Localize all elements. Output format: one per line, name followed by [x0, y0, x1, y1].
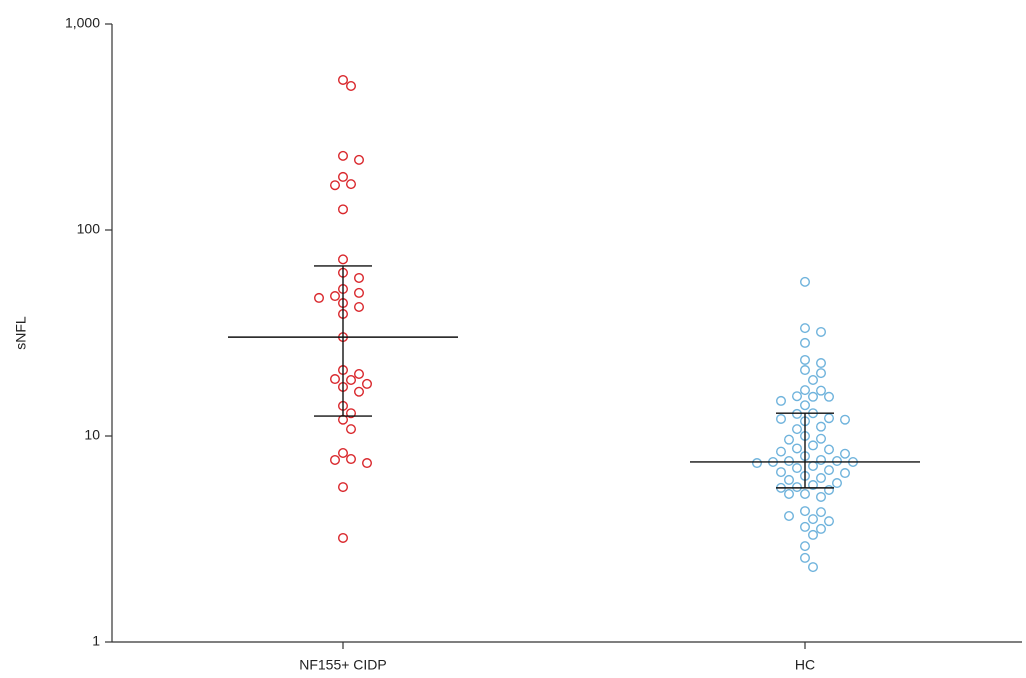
data-point: [800, 385, 811, 396]
data-point: [816, 421, 827, 432]
data-point: [346, 179, 357, 190]
data-point: [800, 323, 811, 334]
data-point: [362, 378, 373, 389]
data-point: [330, 180, 341, 191]
data-point: [784, 488, 795, 499]
data-point: [314, 292, 325, 303]
data-point: [808, 461, 819, 472]
data-point: [330, 291, 341, 302]
data-point: [338, 532, 349, 543]
data-point: [792, 443, 803, 454]
data-point: [776, 446, 787, 457]
data-point: [824, 465, 835, 476]
data-point: [792, 482, 803, 493]
data-point: [824, 444, 835, 455]
data-point: [800, 521, 811, 532]
data-point: [346, 408, 357, 419]
data-point: [338, 447, 349, 458]
data-point: [346, 424, 357, 435]
data-point: [784, 510, 795, 521]
data-point: [816, 454, 827, 465]
data-point: [808, 480, 819, 491]
data-point: [792, 391, 803, 402]
data-point: [816, 326, 827, 337]
data-point: [800, 354, 811, 365]
data-point: [752, 458, 763, 469]
data-point: [800, 506, 811, 517]
data-point: [784, 456, 795, 467]
x-tick-label: NF155+ CIDP: [299, 657, 387, 673]
data-point: [816, 507, 827, 518]
data-point: [840, 414, 851, 425]
y-tick-label: 10: [84, 427, 100, 443]
data-point: [840, 468, 851, 479]
data-point: [354, 368, 365, 379]
data-point: [354, 386, 365, 397]
data-point: [816, 433, 827, 444]
data-point: [816, 473, 827, 484]
data-point: [800, 276, 811, 287]
data-point: [346, 375, 357, 386]
data-point: [354, 272, 365, 283]
data-point: [792, 424, 803, 435]
data-point: [800, 552, 811, 563]
data-point: [824, 413, 835, 424]
data-point: [338, 150, 349, 161]
data-point: [840, 448, 851, 459]
data-point: [354, 301, 365, 312]
data-point: [800, 365, 811, 376]
data-point: [338, 254, 349, 265]
data-point: [338, 204, 349, 215]
data-point: [808, 375, 819, 386]
data-point: [338, 74, 349, 85]
data-point: [784, 434, 795, 445]
data-point: [816, 358, 827, 369]
data-point: [832, 456, 843, 467]
data-point: [808, 562, 819, 573]
y-tick-label: 1,000: [65, 15, 100, 31]
data-point: [824, 391, 835, 402]
data-point: [776, 413, 787, 424]
data-point: [816, 523, 827, 534]
data-point: [354, 287, 365, 298]
data-point: [800, 488, 811, 499]
data-point: [338, 171, 349, 182]
data-point: [808, 440, 819, 451]
data-point: [800, 541, 811, 552]
data-point: [816, 368, 827, 379]
data-point: [362, 458, 373, 469]
data-point: [824, 484, 835, 495]
data-point: [792, 463, 803, 474]
data-point: [330, 374, 341, 385]
x-tick-label: HC: [795, 657, 815, 673]
data-point: [824, 516, 835, 527]
data-point: [776, 467, 787, 478]
data-point: [330, 454, 341, 465]
data-point: [346, 454, 357, 465]
data-point: [808, 391, 819, 402]
y-tick-label: 100: [77, 221, 101, 237]
data-point: [354, 154, 365, 165]
data-point: [816, 491, 827, 502]
data-point: [800, 337, 811, 348]
data-point: [832, 478, 843, 489]
data-point: [346, 81, 357, 92]
data-point: [816, 385, 827, 396]
data-point: [808, 529, 819, 540]
data-point: [338, 482, 349, 493]
data-point: [776, 395, 787, 406]
data-point: [808, 514, 819, 525]
y-axis-label: sNFL: [13, 316, 29, 350]
y-tick-label: 1: [92, 633, 100, 649]
data-point: [784, 474, 795, 485]
data-point: [800, 400, 811, 411]
